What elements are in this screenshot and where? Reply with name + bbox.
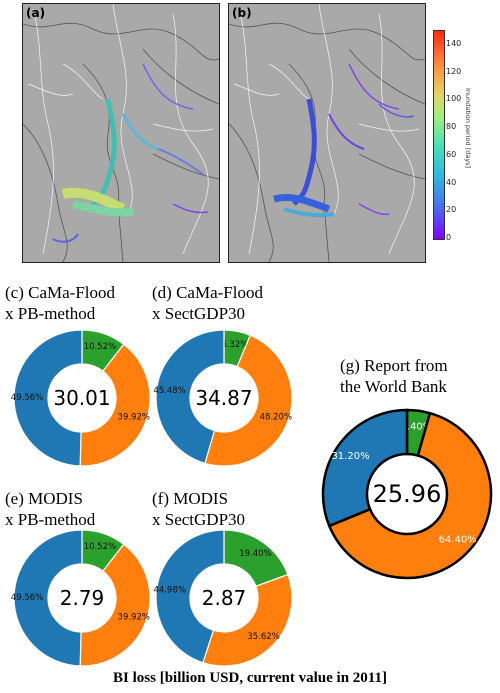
slice-percent-label: 44.98% [153, 585, 185, 595]
slice-percent-label: 39.92% [118, 413, 150, 423]
slice-percent-label: 64.40% [439, 534, 477, 545]
slice-percent-label: 49.56% [11, 393, 43, 403]
map-panel-b: (b) [228, 3, 426, 263]
donut-slice [13, 329, 83, 467]
slice-percent-label: 35.62% [247, 632, 279, 642]
donut-chart-f: 19.40% 35.62% 44.98% 2.87 [153, 529, 293, 667]
donut-chart-e: 10.52% 39.92% 49.56% 2.79 [11, 529, 151, 667]
donut-f-title: (f) MODIS x SectGDP30 [152, 488, 245, 530]
colorbar-tick: 0 [446, 233, 452, 242]
colorbar-tick: 140 [446, 39, 462, 48]
donut-slice [155, 329, 225, 465]
donut-e-title-line1: (e) MODIS [5, 489, 83, 508]
donut-slice [13, 529, 83, 667]
slice-percent-label: 10.52% [84, 542, 116, 552]
donut-c-title-line1: (c) CaMa-Flood [5, 283, 116, 302]
slice-percent-label: 48.20% [260, 412, 292, 422]
donut-center-value: 2.79 [60, 586, 105, 610]
donut-g-title-line1: (g) Report from [340, 356, 448, 375]
donut-center-value: 30.01 [53, 386, 110, 410]
donut-c-title: (c) CaMa-Flood x PB-method [5, 282, 115, 324]
donut-slice [155, 529, 225, 664]
colorbar-tick: 120 [446, 67, 462, 76]
colorbar-tick: 20 [446, 205, 457, 214]
donut-g-title: (g) Report from the World Bank [340, 355, 448, 397]
slice-percent-label: 31.20% [331, 451, 369, 462]
slice-percent-label: 10.52% [84, 342, 116, 352]
donut-chart-c: 10.52% 39.92% 49.56% 30.01 [11, 329, 151, 467]
donut-center-value: 2.87 [202, 586, 247, 610]
donut-slice [202, 573, 293, 667]
colorbar-label: Inundation period [days] [464, 88, 472, 169]
donut-slice [327, 411, 493, 580]
colorbar-tick: 40 [446, 178, 457, 187]
map-b-label: (b) [232, 6, 252, 20]
donut-chart-g: 4.40% 64.40% 31.20% 25.96 [321, 408, 493, 580]
donut-d-title-line1: (d) CaMa-Flood [152, 283, 263, 302]
donut-g-title-line2: the World Bank [340, 377, 447, 396]
map-b-canvas [229, 4, 425, 262]
colorbar-tick: 60 [446, 150, 457, 159]
map-a-label: (a) [26, 6, 46, 20]
donut-d-title: (d) CaMa-Flood x SectGDP30 [152, 282, 263, 324]
inundation-colorbar [433, 30, 445, 240]
donut-e-title: (e) MODIS x PB-method [5, 488, 95, 530]
colorbar-tick: 80 [446, 122, 457, 131]
map-panel-a: (a) [22, 3, 220, 263]
slice-percent-label: 49.56% [11, 593, 43, 603]
donut-center-value: 25.96 [373, 480, 442, 508]
slice-percent-label: 45.48% [153, 386, 185, 396]
donut-e-title-line2: x PB-method [5, 510, 96, 529]
colorbar-tick: 100 [446, 94, 462, 103]
donut-chart-d: 6.32% 48.20% 45.48% 34.87 [153, 329, 293, 467]
donut-slice [321, 408, 409, 528]
slice-percent-label: 6.32% [221, 340, 248, 350]
donut-slice [79, 543, 151, 667]
donut-f-title-line1: (f) MODIS [152, 489, 229, 508]
donut-c-title-line2: x PB-method [5, 304, 96, 323]
footer-caption: BI loss [billion USD, current value in 2… [113, 670, 387, 686]
map-a-canvas [23, 4, 219, 262]
donut-center-value: 34.87 [195, 386, 252, 410]
donut-slice [79, 343, 151, 467]
slice-percent-label: 19.40% [239, 549, 271, 559]
slice-percent-label: 4.40% [400, 422, 432, 433]
donut-d-title-line2: x SectGDP30 [152, 304, 246, 323]
slice-percent-label: 39.92% [118, 613, 150, 623]
donut-slice [204, 334, 293, 467]
donut-f-title-line2: x SectGDP30 [152, 510, 246, 529]
